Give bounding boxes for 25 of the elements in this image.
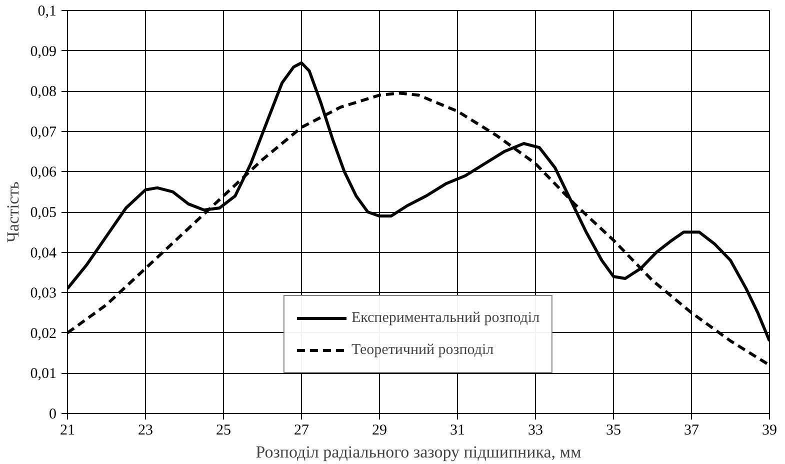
y-tick-label: 0,06: [30, 164, 57, 181]
y-tick-label: 0,07: [30, 124, 57, 140]
legend-label: Експериментальний розподіл: [351, 310, 540, 326]
x-tick-label: 37: [684, 422, 700, 438]
y-tick-label: 0,04: [30, 245, 57, 262]
y-tick-label: 0,02: [30, 326, 56, 342]
x-tick-label: 27: [294, 422, 310, 438]
x-tick-label: 23: [138, 422, 153, 438]
y-axis-title: Частість: [3, 181, 22, 243]
x-tick-label: 35: [606, 422, 621, 438]
x-axis-title: Розподіл радіального зазору підшипника, мм: [256, 442, 582, 462]
x-tick-label: 21: [60, 422, 75, 438]
y-tick-label: 0,01: [30, 366, 56, 382]
legend-label: Теоретичний розподіл: [351, 342, 494, 358]
x-tick-label: 33: [528, 422, 543, 438]
x-tick-label: 31: [450, 422, 465, 438]
y-tick-label: 0,03: [30, 286, 56, 302]
y-tick-label: 0,1: [38, 4, 56, 20]
x-tick-label: 25: [216, 422, 231, 438]
y-tick-label: 0: [49, 406, 56, 422]
y-tick-label: 0,05: [30, 205, 56, 221]
y-tick-label: 0,08: [30, 84, 56, 100]
x-tick-label: 29: [372, 422, 387, 438]
y-tick-label: 0,09: [30, 44, 56, 60]
x-tick-label: 39: [762, 422, 777, 438]
